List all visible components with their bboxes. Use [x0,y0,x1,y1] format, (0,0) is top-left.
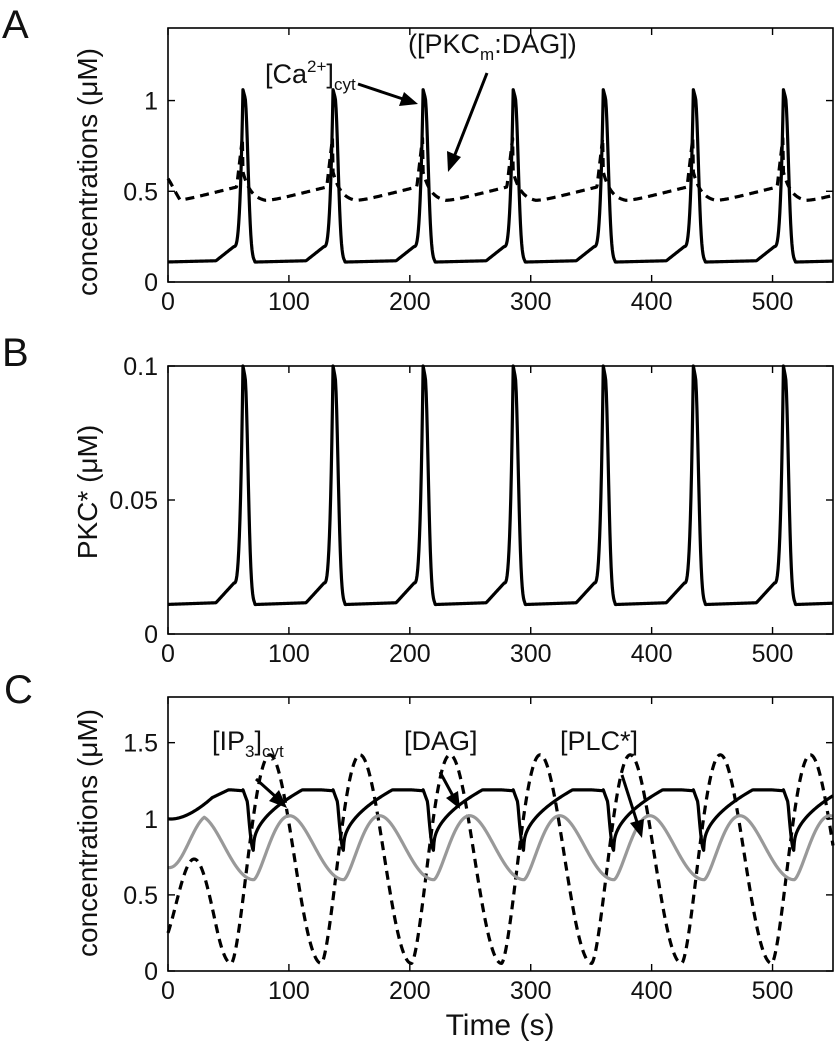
y-tick-label: 1 [144,806,158,834]
x-tick-label: 100 [268,640,310,668]
ca-label-sub: cyt [334,75,356,94]
x-tick-label: 100 [268,288,310,316]
pkcm-label: ([PKCm:DAG]) [408,29,577,64]
panel-a-pkcm-annotation: ([PKCm:DAG]) [408,29,577,172]
dag-arrow-head [446,791,460,809]
y-tick-label: 0.5 [123,178,158,206]
ca-arrow-shaft [357,82,407,102]
ca-label-main: [Ca [265,59,308,89]
ip3-label-main: [IP [212,726,245,756]
series-line-plc_active [167,814,834,882]
panel-c-dag-annotation: [DAG] [404,726,478,809]
panel-c-frame [167,696,834,972]
panel-b-ylabel: PKC* (μM) [72,425,103,559]
panel-b: B PKC* (μM) 0 100 200 300 400 500 0 0.05 0.1 [2,331,834,668]
y-tick-label: 0 [144,621,158,649]
y-tick-label: 0.5 [123,882,158,910]
ip3-arrow-shaft [254,777,278,799]
x-tick-label: 400 [631,977,673,1005]
panel-c: C concentrations (μM) Time (s) 0 100 200 30… [4,668,835,1042]
panel-a-ca-annotation: [Ca2+]cyt [265,57,418,106]
panel-letter-b: B [2,331,29,375]
panel-c-ylabel: concentrations (μM) [72,709,103,957]
x-tick-label: 500 [752,977,794,1005]
series-line-ca_cyt [167,88,834,264]
x-tick-label: 400 [631,640,673,668]
pkcm-arrow-shaft [452,72,489,158]
panel-b-frame [167,365,834,635]
dag-label: [DAG] [404,726,478,756]
pkcm-label-main: ([PKC [408,29,480,59]
panel-c-axes: 0 100 200 300 400 500 0 0.5 1 1.5 [123,697,833,1005]
ip3-label-sub: cyt [262,742,284,761]
x-tick-label: 300 [510,288,552,316]
plc-label: [PLC*] [560,726,638,756]
y-tick-label: 1.5 [123,730,158,758]
x-tick-label: 300 [510,977,552,1005]
ca-label-sup: 2+ [307,57,326,76]
panel-c-plot-area [166,753,835,965]
panel-a: A concentrations (μM) 0 100 200 300 400 50000… [2,3,834,316]
y-tick-label: 0 [144,269,158,297]
x-tick-label: 300 [510,640,552,668]
pkcm-label-rest: :DAG]) [494,29,577,59]
x-tick-label: 200 [389,977,431,1005]
panel-c-ip3-annotation: [IP3]cyt [212,726,287,808]
panel-b-axes: 0 100 200 300 400 500 0 0.05 0.1 [109,353,833,668]
ca-arrow-head [399,92,418,106]
series-line-pkc_active [167,364,834,607]
x-tick-label: 0 [161,977,175,1005]
panel-a-plot-area [166,88,834,264]
ip3-label-close: ] [254,726,262,756]
panel-a-frame [167,27,834,283]
x-tick-label: 500 [752,640,794,668]
plc-arrow-head [630,819,644,838]
y-tick-label: 0 [144,958,158,986]
ip3-label-sub-inner: 3 [245,742,254,761]
x-tick-label: 0 [161,288,175,316]
panel-a-ylabel: concentrations (μM) [72,48,103,296]
ca-label-close: ] [326,59,334,89]
plc-arrow-shaft [620,774,639,823]
series-line-pkcm_dag [166,136,834,202]
panel-a-axes: 0 100 200 300 400 500 0 0.5 1 [123,28,833,316]
x-tick-label: 200 [389,640,431,668]
x-tick-label: 400 [631,288,673,316]
pkcm-label-sub: m [480,45,494,64]
ca-label: [Ca2+]cyt [265,57,356,94]
panel-letter-a: A [2,3,29,47]
y-tick-label: 0.1 [123,353,158,381]
ip3-arrow-head [269,790,287,808]
panel-letter-c: C [4,668,33,712]
series-line-dag [167,788,834,852]
series-line-ip3_cyt [166,753,835,965]
y-tick-label: 1 [144,88,158,116]
panel-c-xlabel: Time (s) [446,1009,555,1042]
x-tick-label: 200 [389,288,431,316]
panel-b-plot-area [167,364,834,607]
x-tick-label: 100 [268,977,310,1005]
panel-c-plc-annotation: [PLC*] [560,726,644,838]
y-tick-label: 0.05 [109,487,158,515]
pkcm-arrow-head [447,151,461,172]
x-tick-label: 0 [161,640,175,668]
ip3-label: [IP3]cyt [212,726,284,761]
dag-arrow-shaft [438,771,455,797]
x-tick-label: 500 [752,288,794,316]
